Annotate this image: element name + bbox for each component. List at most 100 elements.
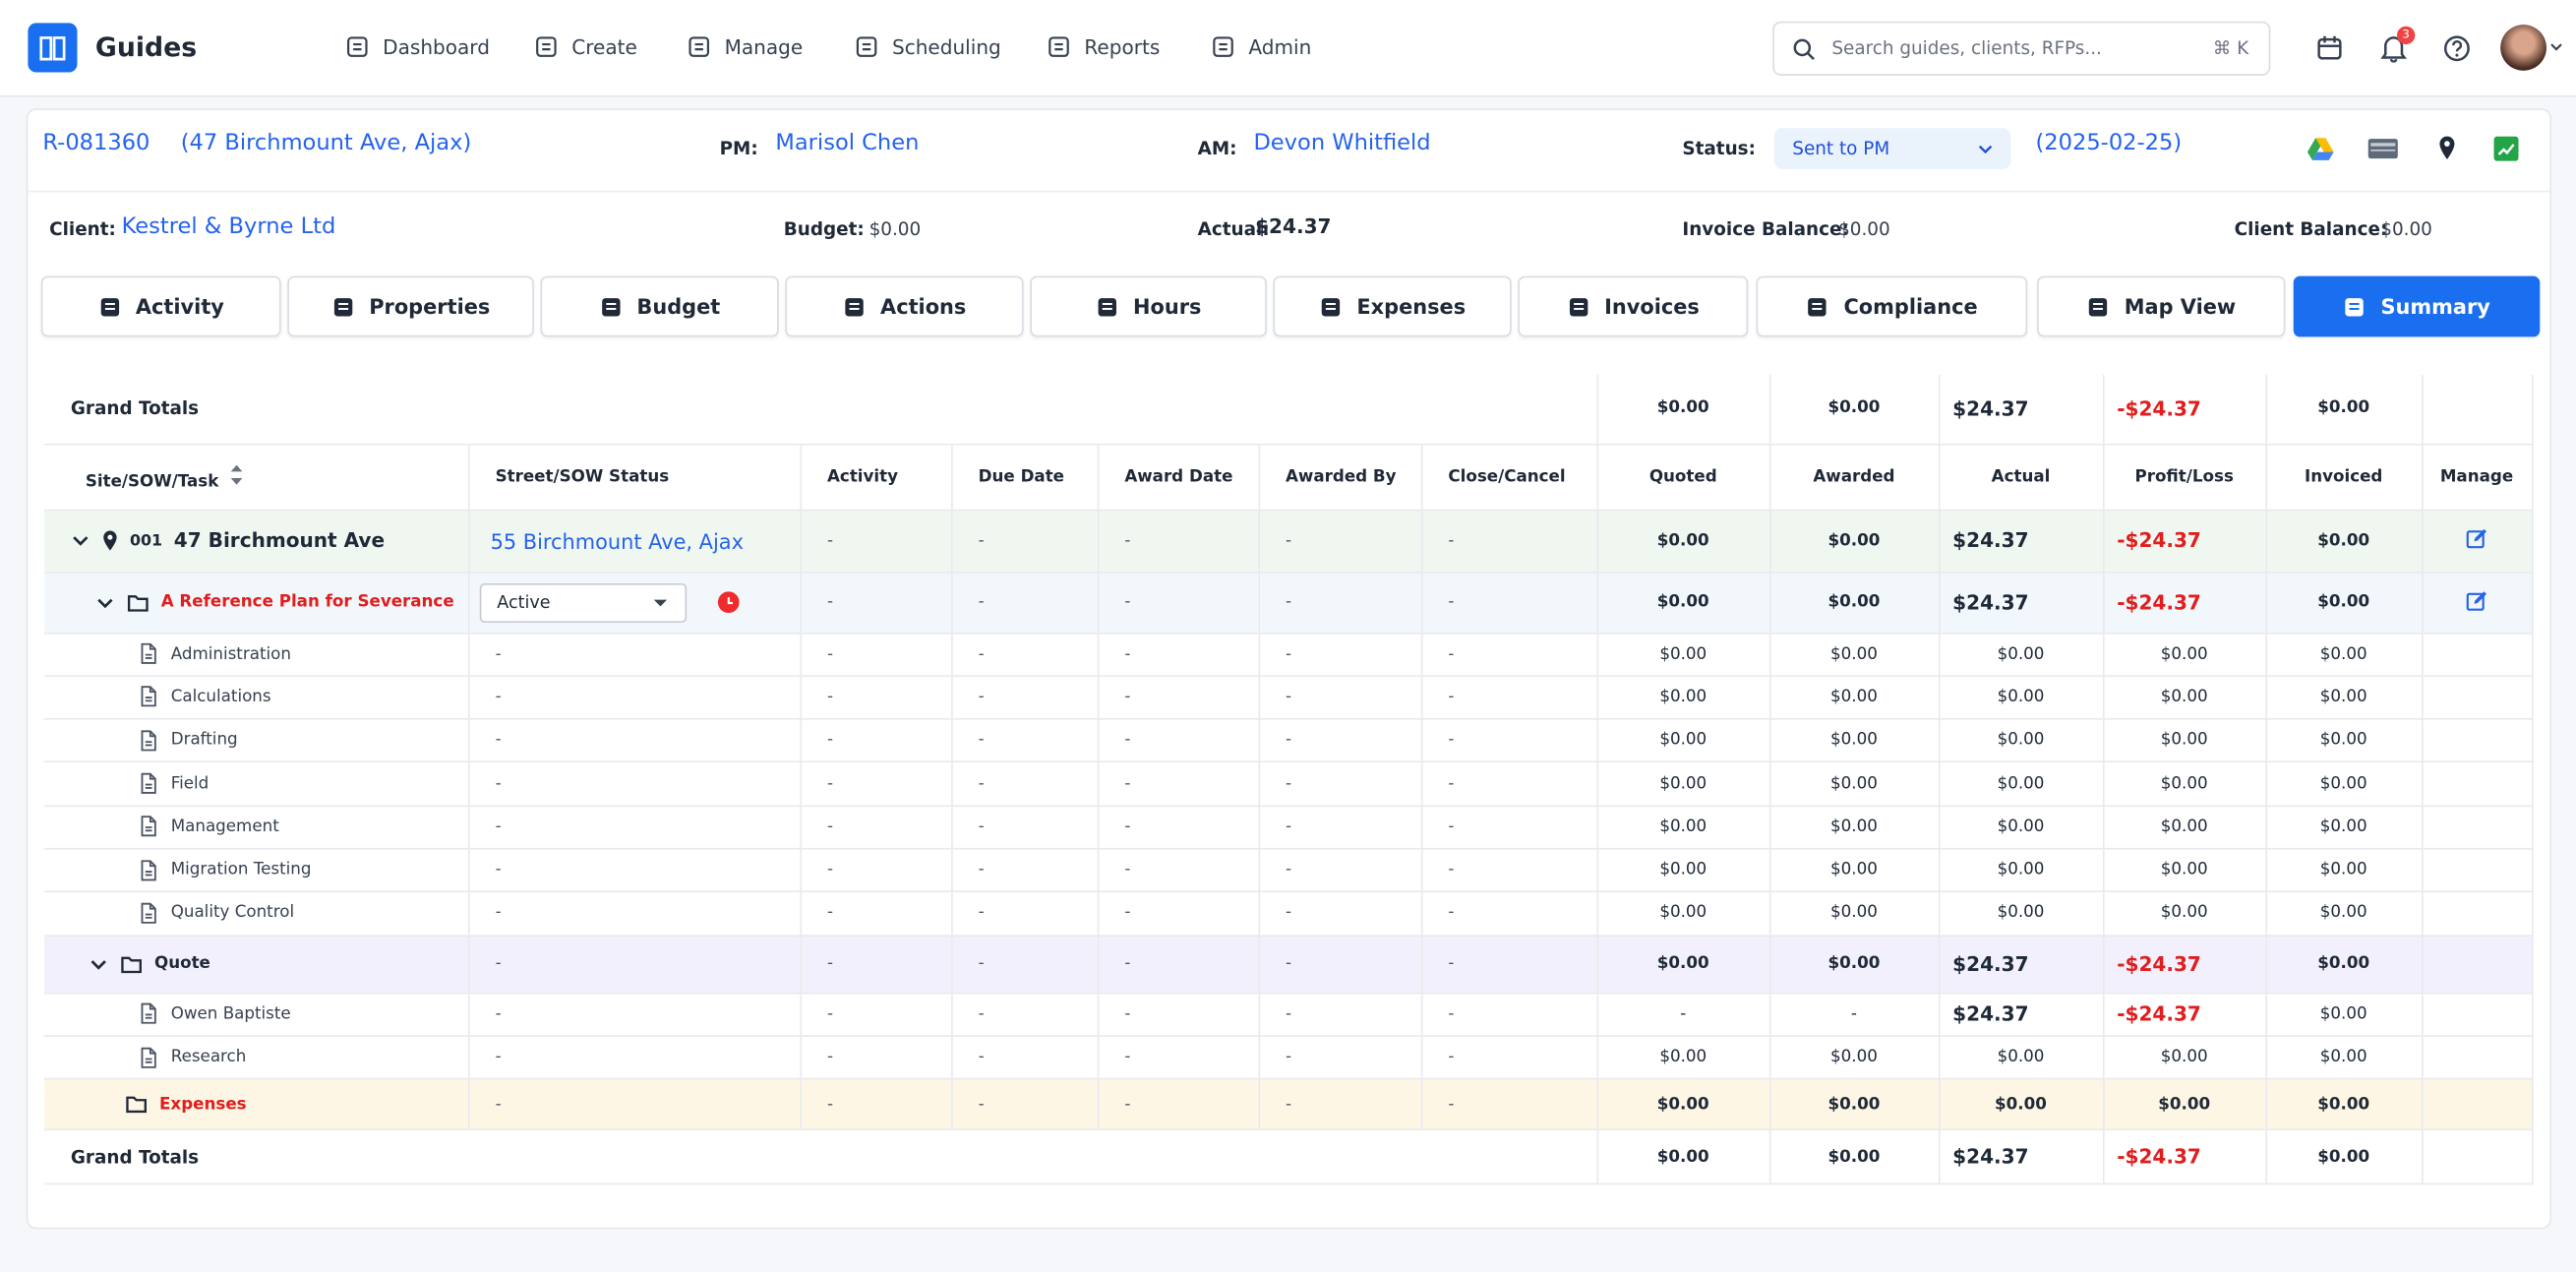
- cell: -: [951, 572, 1099, 634]
- tab[interactable]: Properties: [287, 275, 534, 337]
- pin-icon[interactable]: [2438, 135, 2456, 161]
- tab-label: Properties: [369, 293, 491, 320]
- name-cell: Field: [44, 761, 469, 807]
- folder-icon: [127, 590, 150, 613]
- logo[interactable]: [28, 23, 78, 73]
- cell: -: [951, 891, 1099, 937]
- help-icon[interactable]: [2443, 34, 2471, 62]
- client-balance-label: Client Balance:: [2234, 218, 2388, 240]
- header-label: Site/SOW/Task: [85, 472, 219, 491]
- sow-status-select[interactable]: Active: [478, 582, 687, 623]
- task-row: Drafting - - - - - - $0.00 $0.00 $0.00 $0.00 $0.00: [44, 718, 2533, 763]
- tab[interactable]: Invoices: [1518, 275, 1749, 337]
- calendar-icon[interactable]: [2316, 34, 2343, 61]
- cell: -: [1258, 675, 1422, 720]
- tab[interactable]: Summary: [2293, 275, 2541, 337]
- header-label: Award Date: [1124, 467, 1233, 486]
- header-label: Manage: [2439, 467, 2514, 486]
- job-address[interactable]: (47 Birchmount Ave, Ajax): [180, 129, 472, 156]
- cell: -: [1097, 509, 1260, 574]
- total-cell: $0.00: [2265, 374, 2423, 445]
- avatar[interactable]: [2500, 25, 2546, 71]
- empty-cell: [2422, 1129, 2533, 1185]
- cell: $0.00: [2265, 509, 2423, 574]
- drive-icon[interactable]: [2306, 137, 2334, 161]
- name-cell: Administration: [44, 633, 469, 677]
- cell: -: [1258, 509, 1422, 574]
- manage-cell: [2422, 572, 2533, 634]
- client-name[interactable]: Kestrel & Byrne Ltd: [121, 213, 336, 240]
- tree-item[interactable]: 001 47 Birchmount Ave: [71, 529, 467, 552]
- cell: -: [1097, 891, 1260, 937]
- cell: -: [951, 761, 1099, 807]
- tab[interactable]: Actions: [785, 275, 1024, 337]
- cell: -: [1420, 935, 1598, 994]
- edit-button[interactable]: [2466, 527, 2487, 549]
- cell: $0.00: [2265, 1078, 2423, 1131]
- nav-item[interactable]: Admin: [1211, 34, 1311, 59]
- cell: $24.37: [1938, 935, 2104, 994]
- nav-label: Create: [571, 34, 637, 59]
- nav-icon: [687, 34, 711, 59]
- tree-item[interactable]: A Reference Plan for Severance: [71, 590, 467, 613]
- tab[interactable]: Map View: [2037, 275, 2286, 337]
- nav-item[interactable]: Dashboard: [345, 34, 490, 59]
- cell: $0.00: [2265, 1035, 2423, 1080]
- task-row: Owen Baptiste - - - - - - - - $24.37 -$24.37 $0.00: [44, 992, 2533, 1037]
- cell: $0.00: [2103, 675, 2267, 720]
- doc-icon: [138, 772, 159, 795]
- name-cell: Research: [44, 1035, 469, 1080]
- total-cell: $24.37: [1938, 1129, 2104, 1185]
- avatar-caret[interactable]: [2549, 42, 2562, 52]
- total-cell: $0.00: [1768, 1129, 1940, 1185]
- cell: -: [800, 891, 952, 937]
- tab[interactable]: Activity: [40, 275, 281, 337]
- pm-name[interactable]: Marisol Chen: [775, 129, 920, 156]
- cell: -: [1420, 1035, 1598, 1080]
- cell: -: [1420, 891, 1598, 937]
- cell: -: [1420, 848, 1598, 893]
- cell: $0.00: [2103, 848, 2267, 893]
- tab[interactable]: Expenses: [1273, 275, 1512, 337]
- cell: $0.00: [1596, 633, 1770, 677]
- nav-item[interactable]: Scheduling: [855, 34, 1001, 59]
- search-box[interactable]: Search guides, clients, RFPs... ⌘ K: [1772, 21, 2271, 76]
- site-row: 001 47 Birchmount Ave 55 Birchmount Ave, A…: [44, 509, 2533, 574]
- job-id[interactable]: R-081360: [42, 129, 150, 156]
- nav-item[interactable]: Reports: [1047, 34, 1160, 59]
- total-cell: $24.37: [1938, 374, 2104, 445]
- status-select[interactable]: Sent to PM: [1773, 128, 2011, 170]
- column-header: Manage: [2422, 443, 2533, 511]
- doc-icon: [138, 902, 159, 925]
- row-name: Management: [170, 818, 279, 836]
- tab[interactable]: Budget: [540, 275, 779, 337]
- cell: -: [800, 1078, 952, 1131]
- nav-item[interactable]: Manage: [687, 34, 803, 59]
- cell: -: [1097, 1035, 1260, 1080]
- cell: $0.00: [2265, 805, 2423, 850]
- tree-item[interactable]: Quote: [71, 952, 467, 975]
- tree-item[interactable]: Expenses: [71, 1093, 467, 1116]
- cell: $0.00: [1596, 848, 1770, 893]
- cell: $0.00: [1596, 509, 1770, 574]
- cell: $0.00: [2265, 633, 2423, 677]
- cell: -: [468, 848, 802, 893]
- tab[interactable]: Compliance: [1756, 275, 2028, 337]
- edit-button[interactable]: [2466, 589, 2487, 611]
- sheet-icon[interactable]: [2493, 136, 2519, 161]
- total-cell: $0.00: [2265, 1129, 2423, 1185]
- column-header[interactable]: Site/SOW/Task: [44, 443, 469, 511]
- am-name[interactable]: Devon Whitfield: [1253, 129, 1431, 156]
- row-name: Research: [170, 1048, 247, 1067]
- tab[interactable]: Hours: [1030, 275, 1267, 337]
- cell: $0.00: [2265, 992, 2423, 1037]
- cell: -: [468, 992, 802, 1037]
- header-label: Profit/Loss: [2134, 467, 2234, 486]
- total-cell: -$24.37: [2103, 374, 2267, 445]
- card-icon[interactable]: [2367, 138, 2399, 159]
- cell: -: [951, 509, 1099, 574]
- cell: -: [1258, 572, 1422, 634]
- manage-cell: [2422, 718, 2533, 763]
- nav-item[interactable]: Create: [534, 34, 637, 59]
